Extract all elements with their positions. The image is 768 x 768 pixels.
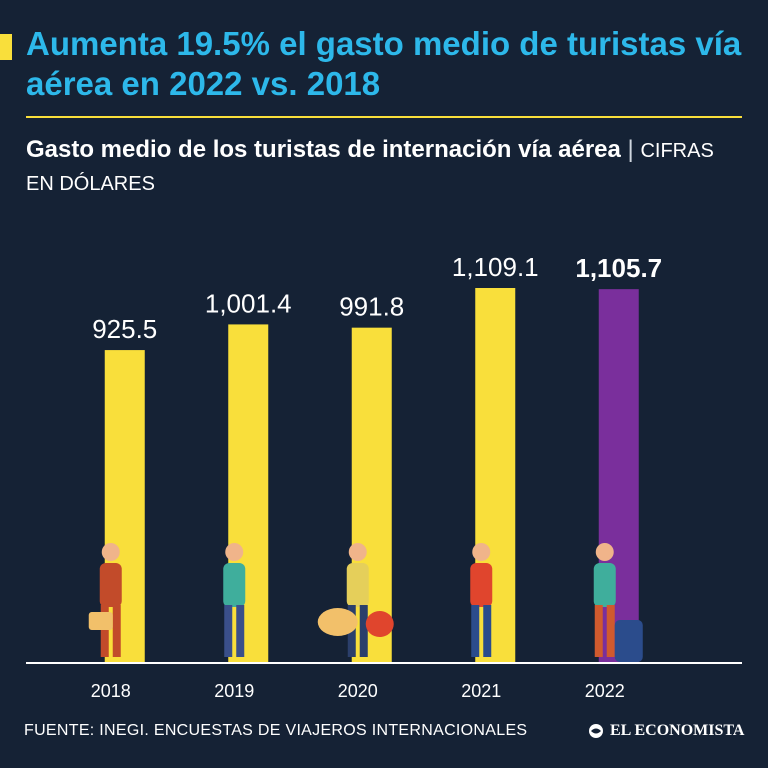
x-tick-2018: 2018 bbox=[91, 681, 131, 701]
traveler-leg-left-2022 bbox=[594, 605, 603, 657]
data-label-2019: 1,001.4 bbox=[205, 288, 292, 318]
brand-name: EL ECONOMISTA bbox=[610, 722, 745, 739]
traveler-leg-left-2019 bbox=[224, 605, 233, 657]
suitcase-2022 bbox=[614, 620, 643, 662]
traveler-head-2018 bbox=[101, 543, 120, 561]
chart-subtitle: Gasto medio de los turistas de internaci… bbox=[26, 134, 726, 200]
basket-2018 bbox=[88, 612, 113, 630]
unit-label: CIFRAS EN DÓLARES bbox=[26, 140, 714, 195]
x-tick-2020: 2020 bbox=[338, 681, 378, 701]
traveler-leg-right-2021 bbox=[483, 605, 492, 657]
data-label-2022: 1,105.7 bbox=[575, 253, 662, 283]
traveler-body-2019 bbox=[223, 563, 246, 607]
traveler-leg-right-2018 bbox=[112, 605, 121, 657]
bar-2019 bbox=[228, 324, 269, 663]
traveler-leg-right-2019 bbox=[236, 605, 245, 657]
luggage-bag-2020 bbox=[317, 608, 358, 636]
bar-2020 bbox=[351, 327, 392, 663]
subtitle-separator: | bbox=[627, 136, 634, 163]
data-label-2021: 1,109.1 bbox=[452, 252, 539, 282]
headline-divider bbox=[26, 116, 742, 118]
traveler-body-2018 bbox=[99, 563, 122, 607]
headline: Aumenta 19.5% el gasto medio de turistas… bbox=[26, 25, 742, 102]
accent-mark bbox=[0, 34, 12, 60]
traveler-leg-left-2018 bbox=[100, 605, 109, 657]
luggage-bag-2-2020 bbox=[365, 611, 394, 637]
data-label-2018: 925.5 bbox=[92, 314, 157, 344]
traveler-head-2020 bbox=[348, 543, 367, 561]
x-tick-2019: 2019 bbox=[214, 681, 254, 701]
brand-logo: EL ECONOMISTA bbox=[588, 722, 744, 740]
globe-icon bbox=[589, 724, 603, 738]
subtitle-text: Gasto medio de los turistas de internaci… bbox=[26, 136, 621, 163]
traveler-body-2022 bbox=[593, 563, 616, 607]
x-tick-2022: 2022 bbox=[585, 681, 625, 701]
x-tick-2021: 2021 bbox=[461, 681, 501, 701]
traveler-leg-right-2020 bbox=[359, 605, 368, 657]
traveler-body-2021 bbox=[470, 563, 493, 607]
traveler-head-2021 bbox=[472, 543, 491, 561]
traveler-body-2020 bbox=[346, 563, 369, 607]
traveler-leg-right-2022 bbox=[606, 605, 615, 657]
traveler-leg-left-2021 bbox=[471, 605, 480, 657]
traveler-head-2022 bbox=[595, 543, 614, 561]
bar-2018 bbox=[104, 350, 145, 663]
data-label-2020: 991.8 bbox=[339, 292, 404, 322]
source-note: FUENTE: INEGI. ENCUESTAS DE VIAJEROS INT… bbox=[24, 722, 528, 739]
traveler-head-2019 bbox=[225, 543, 244, 561]
